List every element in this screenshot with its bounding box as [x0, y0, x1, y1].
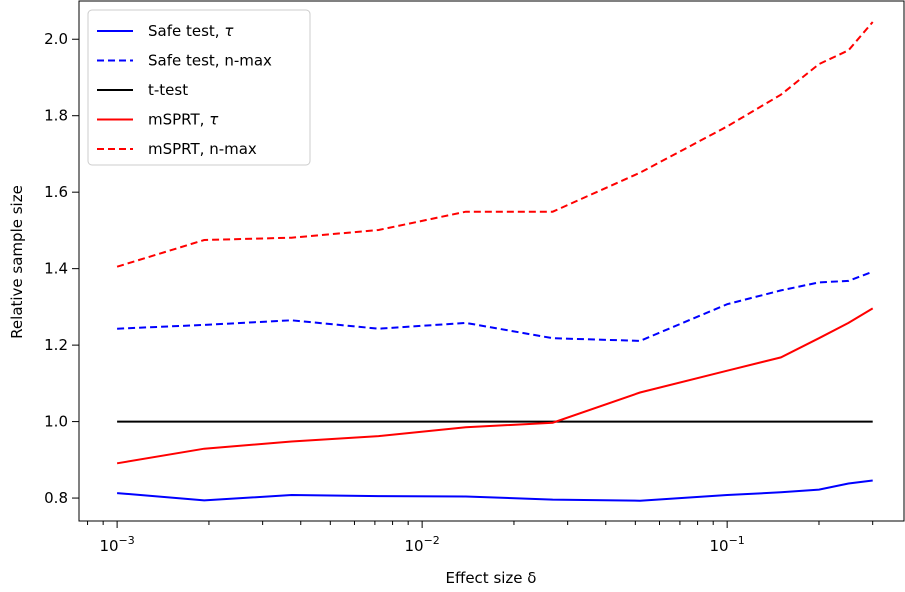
x-tick-label: 10−3 [99, 534, 134, 555]
x-axis: 10−3 10−2 10−1 [87, 521, 874, 555]
series-layer [116, 21, 874, 502]
y-tick-label: 0.8 [44, 489, 68, 507]
y-tick-label: 1.0 [44, 413, 68, 431]
series-line-2 [117, 270, 874, 342]
legend-label-name: mSPRT, n-max [148, 140, 257, 158]
x-tick-base: 10 [99, 537, 118, 555]
y-axis-label: Relative sample size [8, 185, 26, 339]
y-tick-label: 1.4 [44, 260, 68, 278]
y-tick-label: 2.0 [44, 30, 68, 48]
legend-label-4: mSPRT, τ [148, 111, 219, 129]
y-tick-label: 1.6 [44, 183, 68, 201]
x-tick-label: 10−1 [709, 534, 744, 555]
legend-label-name: t-test [148, 81, 188, 99]
legend-label-5: mSPRT, n-max [148, 140, 257, 158]
legend-label-2: Safe test, n-max [148, 52, 272, 70]
x-tick-label: 10−2 [404, 534, 439, 555]
x-axis-label: Effect size δ [446, 569, 537, 587]
series-line-4 [116, 307, 874, 465]
legend-label-symbol: τ [224, 22, 234, 40]
legend-label-name: Safe test, n-max [148, 52, 272, 70]
y-tick-label: 1.8 [44, 107, 68, 125]
series-line-5 [116, 21, 874, 268]
series-line-1 [117, 479, 873, 502]
legend-label-name: Safe test, [148, 22, 224, 40]
x-tick-base: 10 [709, 537, 728, 555]
x-tick-base: 10 [404, 537, 423, 555]
legend-label-symbol: τ [209, 111, 219, 129]
y-tick-label: 1.2 [44, 336, 68, 354]
legend-label-1: Safe test, τ [148, 22, 234, 40]
x-tick-exponent: −2 [424, 534, 440, 547]
x-tick-exponent: −3 [119, 534, 135, 547]
legend-box [87, 9, 311, 166]
x-axis-label-text: Effect size δ [446, 569, 537, 587]
legend-label-3: t-test [148, 81, 188, 99]
legend-label-name: mSPRT, [148, 111, 209, 129]
y-axis: 0.8 1.0 1.2 1.4 1.6 1.8 2.0 [44, 30, 79, 507]
y-axis-label-text: Relative sample size [8, 185, 26, 339]
x-tick-exponent: −1 [729, 534, 745, 547]
legend: Safe test, τ Safe test, n-max t-test mSPRT,… [87, 9, 311, 166]
